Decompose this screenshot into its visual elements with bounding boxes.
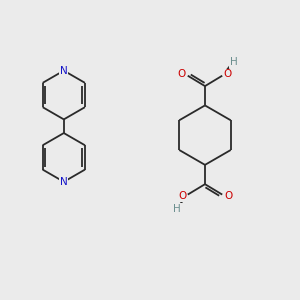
Text: N: N xyxy=(60,66,68,76)
Text: O: O xyxy=(178,191,187,201)
Text: O: O xyxy=(177,69,185,79)
Text: H: H xyxy=(173,204,181,214)
Text: O: O xyxy=(224,69,232,79)
Text: O: O xyxy=(225,191,233,201)
Text: H: H xyxy=(230,57,237,67)
Text: N: N xyxy=(60,177,68,187)
